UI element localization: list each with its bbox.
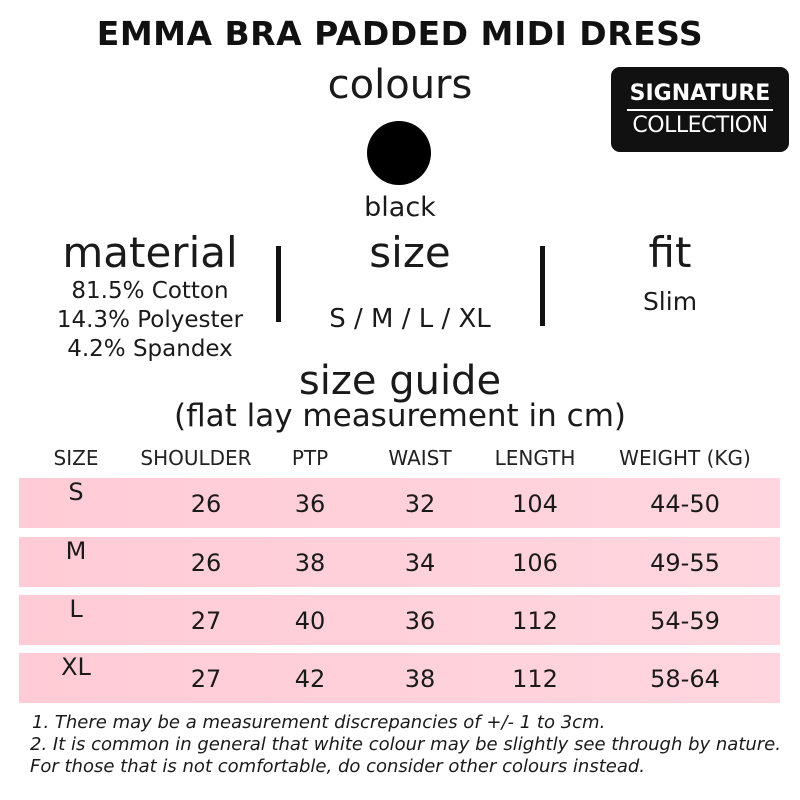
column-header-shoulder: SHOULDER <box>140 446 252 470</box>
material-line: 4.2% Spandex <box>67 336 233 362</box>
table-cell: 58-64 <box>650 665 720 693</box>
table-cell: 26 <box>190 549 222 577</box>
badge-line1: SIGNATURE <box>629 81 771 106</box>
notes: 1. There may be a measurement discrepanc… <box>30 712 792 778</box>
size-heading: size <box>369 228 451 277</box>
table-cell: XL <box>61 653 91 681</box>
table-cell: 38 <box>294 549 326 577</box>
colour-label: black <box>364 192 436 223</box>
table-cell: 54-59 <box>650 607 720 635</box>
table-cell: 49-55 <box>650 549 720 577</box>
table-cell: 36 <box>404 607 436 635</box>
note: 2. It is common in general that white co… <box>30 734 781 777</box>
table-cell: 44-50 <box>650 490 720 518</box>
size-section: size S / M / L / XL <box>290 228 530 334</box>
colours-heading: colours <box>327 62 473 108</box>
table-cell: 42 <box>294 665 326 693</box>
table-cell: 38 <box>404 665 436 693</box>
table-cell: 27 <box>190 607 222 635</box>
table-cell: S <box>68 478 84 506</box>
size-guide-heading: size guide <box>298 358 502 404</box>
fit-value: Slim <box>642 287 698 316</box>
table-row: L 27 40 36 112 54-59 <box>19 595 780 645</box>
note: 1. There may be a measurement discrepanc… <box>32 712 606 733</box>
column-header-waist: WAIST <box>388 446 452 470</box>
table-cell: 26 <box>190 490 222 518</box>
divider <box>540 246 545 326</box>
fit-heading: fit <box>648 228 692 277</box>
column-header-weight: WEIGHT (KG) <box>619 446 751 470</box>
table-cell: 104 <box>512 490 558 518</box>
material-line: 14.3% Polyester <box>56 307 244 333</box>
fit-section: fit Slim <box>570 228 770 316</box>
colour-swatch-black <box>367 121 431 185</box>
table-row: M 26 38 34 106 49-55 <box>19 537 780 587</box>
size-guide-subheading: (flat lay measurement in cm) <box>173 398 626 434</box>
size-values: S / M / L / XL <box>329 304 491 334</box>
badge-line2: COLLECTION <box>627 109 773 138</box>
table-cell: 106 <box>512 549 558 577</box>
table-cell: L <box>69 595 83 623</box>
column-header-length: LENGTH <box>494 446 576 470</box>
table-cell: 112 <box>512 607 558 635</box>
material-heading: material <box>62 228 238 277</box>
table-cell: 32 <box>404 490 436 518</box>
table-cell: 36 <box>294 490 326 518</box>
product-title: EMMA BRA PADDED MIDI DRESS <box>96 14 704 53</box>
table-row: XL 27 42 38 112 58-64 <box>19 653 780 703</box>
table-cell: 27 <box>190 665 222 693</box>
material-section: material 81.5% Cotton 14.3% Polyester 4.… <box>30 228 270 364</box>
table-cell: 112 <box>512 665 558 693</box>
divider <box>276 246 281 322</box>
column-header-ptp: PTP <box>291 446 329 470</box>
signature-collection-badge: SIGNATURE COLLECTION <box>611 67 789 152</box>
table-cell: 34 <box>404 549 436 577</box>
material-line: 81.5% Cotton <box>71 278 229 304</box>
table-cell: M <box>65 537 87 565</box>
column-header-size: SIZE <box>53 446 99 470</box>
table-cell: 40 <box>294 607 326 635</box>
table-row: S 26 36 32 104 44-50 <box>19 478 780 528</box>
